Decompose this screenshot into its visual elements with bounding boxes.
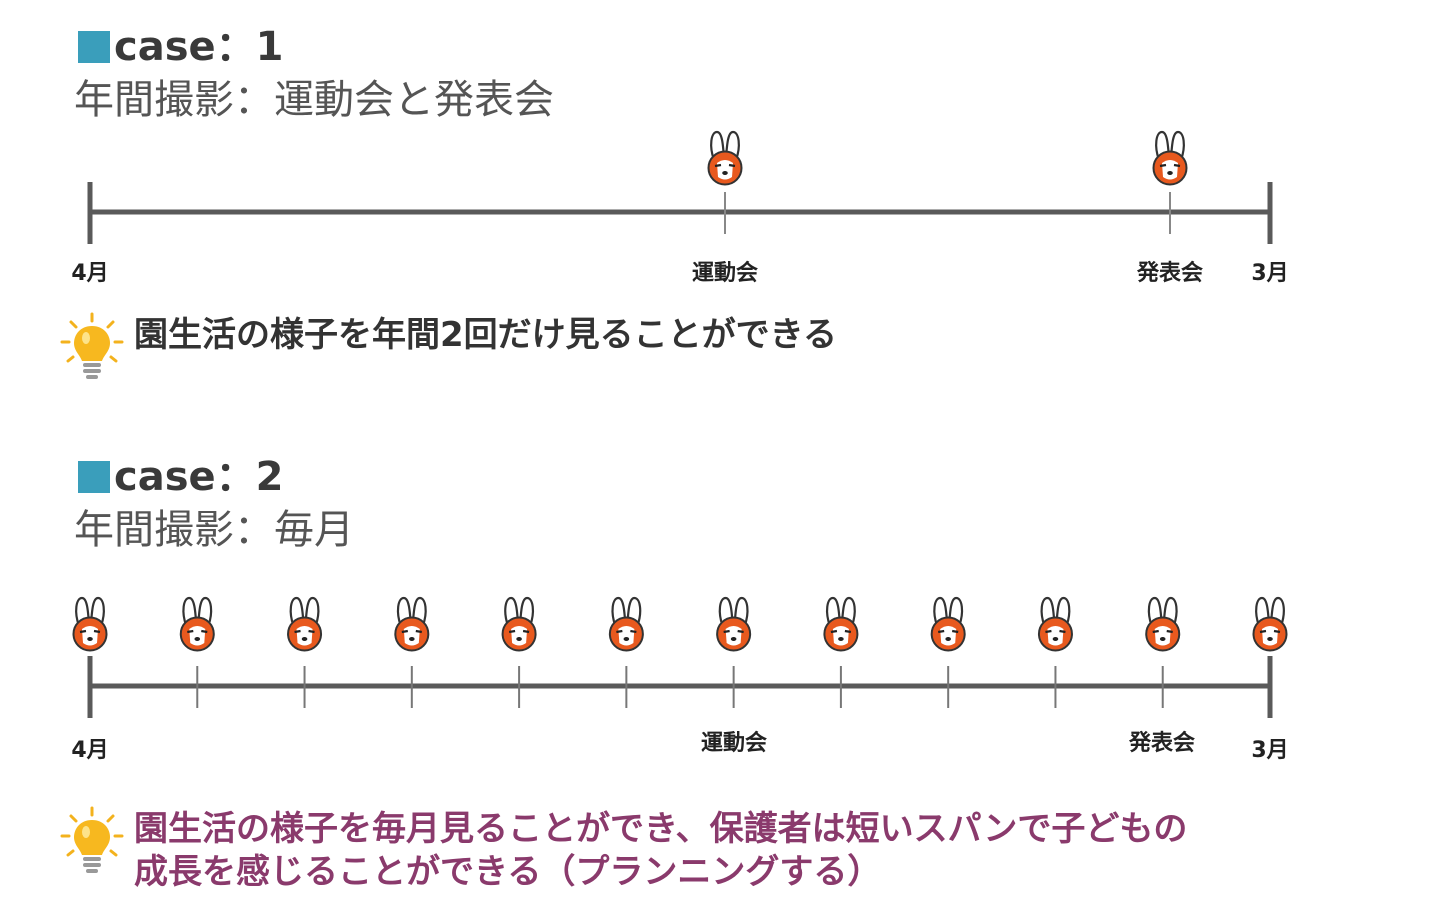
rabbit-face-icon [501,596,537,652]
tip-text: 園生活の様子を年間2回だけ見ることができる [134,315,837,355]
tip-text-line1: 園生活の様子を毎月見ることができ、保護者は短いスパンで子どもの [134,809,1188,849]
rabbit-face-icon [286,596,323,652]
rabbit-face-icon [930,596,966,652]
case2-tip: 園生活の様子を毎月見ることができ、保護者は短いスパンで子どもの 成長を感じること… [58,806,1187,894]
start-month-label: 4月 [71,738,109,763]
case2-subtitle: 年間撮影：毎月 [74,507,354,553]
case2-title: case：2 [78,457,283,497]
start-month-label: 4月 [71,261,109,286]
event-label-sports-day: 運動会 [691,261,759,286]
event-label-sports-day: 運動会 [700,731,768,756]
event-label-recital: 発表会 [1128,731,1196,756]
case1-tip: 園生活の様子を年間2回だけ見ることができる [58,312,837,384]
tip-text-line2: 成長を感じることができる（プランニングする） [134,852,882,892]
lightbulb-icon [60,806,124,873]
rabbit-face-icon [823,596,859,652]
lightbulb-icon [60,312,124,379]
rabbit-face-icon [394,596,430,652]
end-month-label: 3月 [1251,738,1289,763]
case1-title: case：1 [78,27,283,67]
teal-square-icon [78,31,110,63]
rabbit-face-icon [179,596,215,652]
tip-text: 園生活の様子を毎月見ることができ、保護者は短いスパンで子どもの 成長を感じること… [134,808,1187,894]
case1-subtitle: 年間撮影：運動会と発表会 [74,77,554,123]
rabbit-face-icon [1037,596,1074,652]
rabbit-face-icon [1145,596,1181,652]
end-month-label: 3月 [1251,261,1289,286]
event-label-recital: 発表会 [1136,261,1204,286]
rabbit-face-icon [1252,596,1288,652]
rabbit-face-icon [608,596,644,652]
rabbit-face-icon [716,596,752,652]
rabbit-face-icon [72,596,108,652]
teal-square-icon [78,461,110,493]
